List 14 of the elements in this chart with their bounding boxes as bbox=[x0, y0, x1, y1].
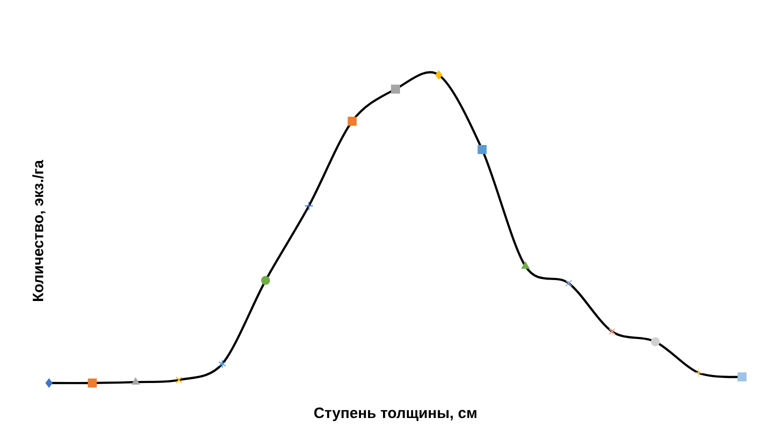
point bbox=[478, 145, 487, 154]
point bbox=[261, 276, 270, 285]
point bbox=[304, 201, 314, 210]
point bbox=[88, 378, 97, 388]
point bbox=[391, 84, 400, 94]
point bbox=[738, 372, 747, 382]
point bbox=[521, 262, 530, 269]
point bbox=[218, 359, 226, 368]
point bbox=[650, 337, 660, 346]
x-axis-title: Ступень толщины, см bbox=[314, 408, 476, 422]
point bbox=[694, 368, 704, 378]
point bbox=[348, 116, 357, 126]
y-axis-title: Количество, экз./га bbox=[32, 160, 46, 301]
point bbox=[132, 378, 140, 385]
